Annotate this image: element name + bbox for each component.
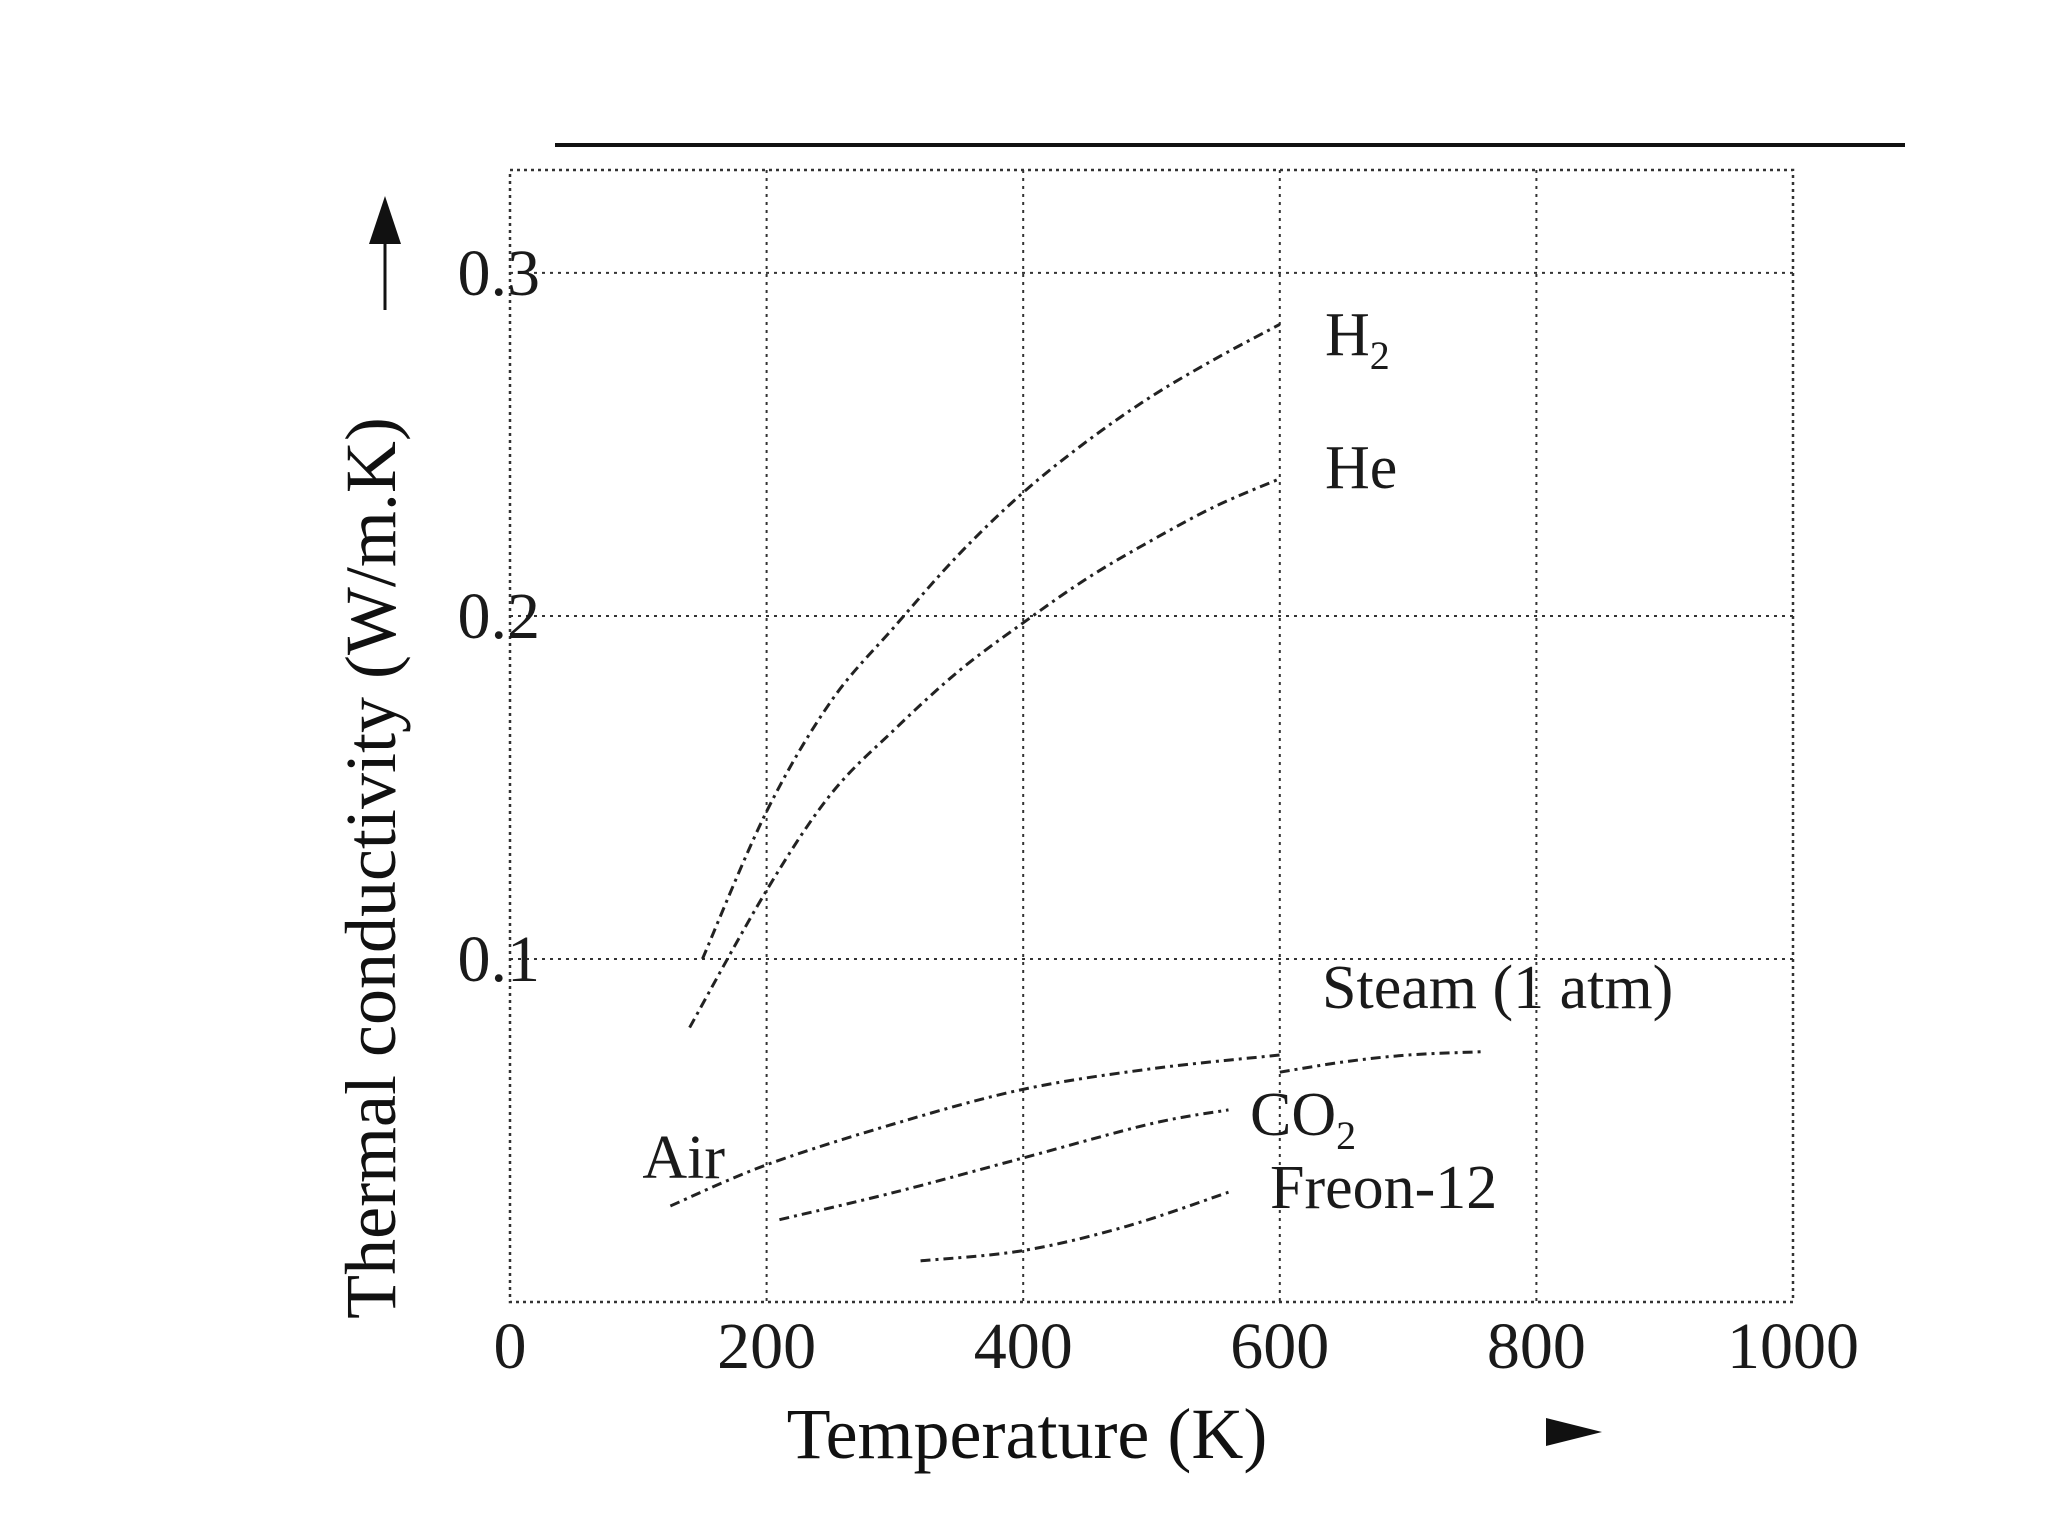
series-label-he: He bbox=[1325, 434, 1397, 502]
grid-lines bbox=[510, 170, 1793, 1302]
x-tick-label-200: 200 bbox=[717, 1310, 816, 1383]
y-tick-labels: 0.1 0.2 0.3 bbox=[458, 237, 541, 996]
y-tick-label-0_3: 0.3 bbox=[458, 237, 541, 310]
series-label-steam-1-atm-: Steam (1 atm) bbox=[1322, 954, 1673, 1022]
y-axis-arrow-head bbox=[369, 196, 401, 244]
plot-frame bbox=[508, 168, 1795, 1304]
series-line-h2 bbox=[701, 323, 1281, 960]
y-tick-label-0_2: 0.2 bbox=[458, 580, 541, 653]
series-line-air bbox=[669, 1053, 1280, 1208]
x-tick-label-0: 0 bbox=[494, 1310, 527, 1383]
x-axis-arrow-head bbox=[1546, 1418, 1602, 1446]
series-label-air: Air bbox=[642, 1124, 725, 1192]
series-label-h2: H2 bbox=[1325, 301, 1390, 378]
x-axis-title: Temperature (K) bbox=[787, 1394, 1268, 1474]
y-tick-label-0_1: 0.1 bbox=[458, 923, 541, 996]
series-curves bbox=[669, 323, 1486, 1263]
x-tick-label-400: 400 bbox=[974, 1310, 1073, 1383]
series-line-co2 bbox=[779, 1108, 1229, 1222]
y-axis-title: Thermal conductivity (W/m.K) bbox=[331, 417, 411, 1319]
series-line-freon-12 bbox=[920, 1190, 1229, 1263]
x-tick-label-1000: 1000 bbox=[1727, 1310, 1859, 1383]
series-label-co2: CO2 bbox=[1250, 1081, 1356, 1158]
x-tick-label-600: 600 bbox=[1230, 1310, 1329, 1383]
series-line-steam-1-atm- bbox=[1279, 1050, 1486, 1074]
x-tick-label-800: 800 bbox=[1487, 1310, 1586, 1383]
series-line-he bbox=[688, 477, 1281, 1029]
series-label-freon-12: Freon-12 bbox=[1270, 1154, 1497, 1222]
x-tick-labels: 0 200 400 600 800 1000 bbox=[494, 1310, 1860, 1383]
